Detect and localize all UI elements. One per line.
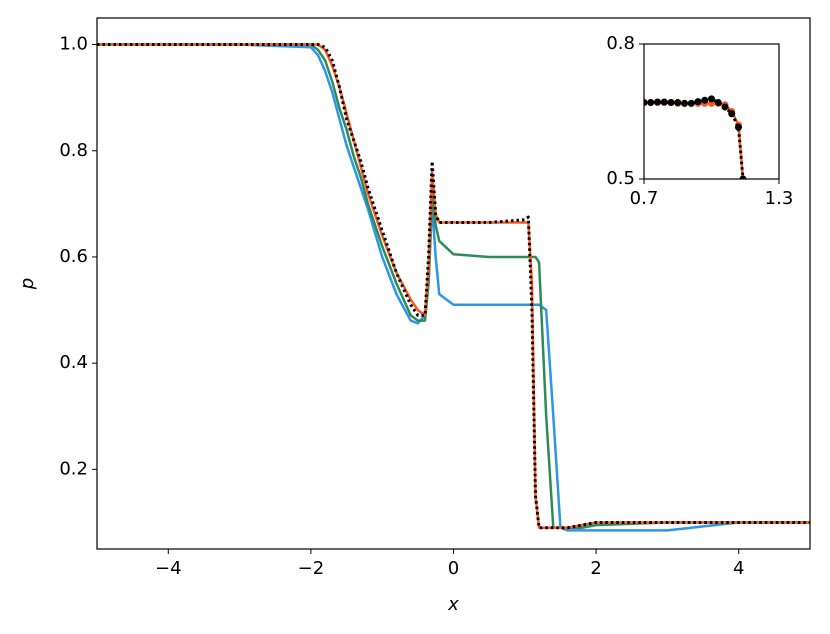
y-tick-label: 0.6 [59, 246, 88, 267]
x-axis-label: x [447, 594, 459, 615]
y-tick-label: 0.4 [59, 352, 88, 373]
y-tick-label: 1.0 [59, 34, 88, 55]
axes-frame [96, 17, 811, 550]
marker [728, 110, 736, 118]
x-tick-label: 2 [590, 558, 601, 579]
y-tick-label: 0.5 [606, 168, 635, 189]
x-tick-label: 0 [448, 558, 459, 579]
marker [701, 96, 709, 104]
series-group [644, 95, 747, 179]
marker [681, 99, 688, 107]
marker [667, 99, 675, 106]
marker [708, 95, 715, 103]
marker [721, 103, 729, 111]
marker [735, 123, 742, 131]
marker [654, 98, 661, 106]
marker [674, 99, 682, 106]
x-tick-label: −2 [298, 558, 325, 579]
y-tick-label: 0.2 [59, 458, 88, 479]
series-group [97, 43, 810, 532]
plot-area [644, 44, 779, 179]
axes: 0.7 1.3 0.5 0.8 [606, 33, 793, 209]
marker [694, 98, 702, 106]
x-tick-label: −4 [155, 558, 182, 579]
marker [644, 99, 648, 106]
axes-frame [643, 43, 780, 180]
marker [687, 99, 695, 107]
marker [739, 175, 747, 179]
y-tick-label: 0.8 [606, 33, 635, 54]
marker [660, 98, 668, 106]
x-tick-label: 0.7 [630, 188, 659, 209]
series-line [97, 43, 810, 530]
y-tick-label: 0.8 [59, 140, 88, 161]
marker [647, 99, 655, 106]
x-tick-label: 1.3 [765, 188, 794, 209]
x-tick-label: 4 [733, 558, 744, 579]
y-axis-label: p [17, 278, 38, 290]
marker [714, 99, 722, 106]
